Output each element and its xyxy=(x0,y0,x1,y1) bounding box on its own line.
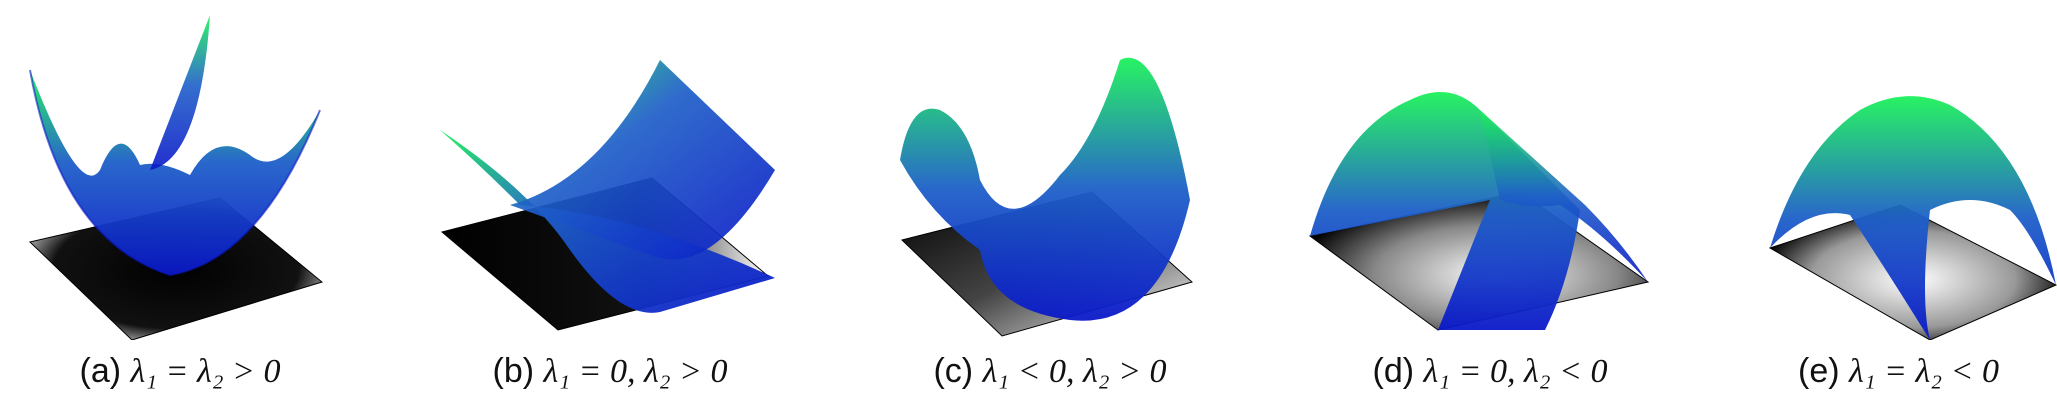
caption-math: λ₁ < 0, λ₂ > 0 xyxy=(982,353,1167,390)
caption-math: λ₁ = 0, λ₂ > 0 xyxy=(543,353,728,390)
panel-caption-b: (b) λ₁ = 0, λ₂ > 0 xyxy=(420,352,800,391)
surface-back-wall xyxy=(510,60,775,260)
surface-mesh xyxy=(30,70,320,275)
surface-plot-bowl xyxy=(28,15,324,340)
panel-c: (c) λ₁ < 0, λ₂ > 0 xyxy=(860,0,1240,404)
caption-tag: (c) xyxy=(933,352,974,390)
panel-caption-e: (e) λ₁ = λ₂ < 0 xyxy=(1740,352,2057,391)
surface-back-edge xyxy=(150,15,210,170)
panel-d: (d) λ₁ = 0, λ₂ < 0 xyxy=(1300,0,1680,404)
surface-plot-valley xyxy=(440,60,775,331)
caption-tag: (e) xyxy=(1798,352,1840,390)
surface-side xyxy=(1480,110,1648,282)
caption-tag: (a) xyxy=(79,352,122,390)
panel-caption-d: (d) λ₁ = 0, λ₂ < 0 xyxy=(1300,352,1680,391)
surface-plot-dome xyxy=(1768,96,2057,340)
surface-plot-ridge xyxy=(1308,92,1650,331)
surface-rim xyxy=(29,69,321,277)
panel-caption-a: (a) λ₁ = λ₂ > 0 xyxy=(0,352,360,391)
caption-math: λ₁ = λ₂ > 0 xyxy=(130,353,281,390)
caption-tag: (d) xyxy=(1372,352,1415,390)
panel-a: (a) λ₁ = λ₂ > 0 xyxy=(0,0,360,404)
caption-math: λ₁ = 0, λ₂ < 0 xyxy=(1423,353,1608,390)
caption-math: λ₁ = λ₂ < 0 xyxy=(1849,353,1999,390)
panel-caption-c: (c) λ₁ < 0, λ₂ > 0 xyxy=(860,352,1240,391)
caption-tag: (b) xyxy=(492,352,535,390)
panel-b: (b) λ₁ = 0, λ₂ > 0 xyxy=(420,0,800,404)
surface-mesh xyxy=(900,57,1190,321)
surface-plot-saddle xyxy=(900,57,1194,337)
panel-e: (e) λ₁ = λ₂ < 0 xyxy=(1740,0,2057,404)
surface-mesh xyxy=(1770,96,2056,340)
